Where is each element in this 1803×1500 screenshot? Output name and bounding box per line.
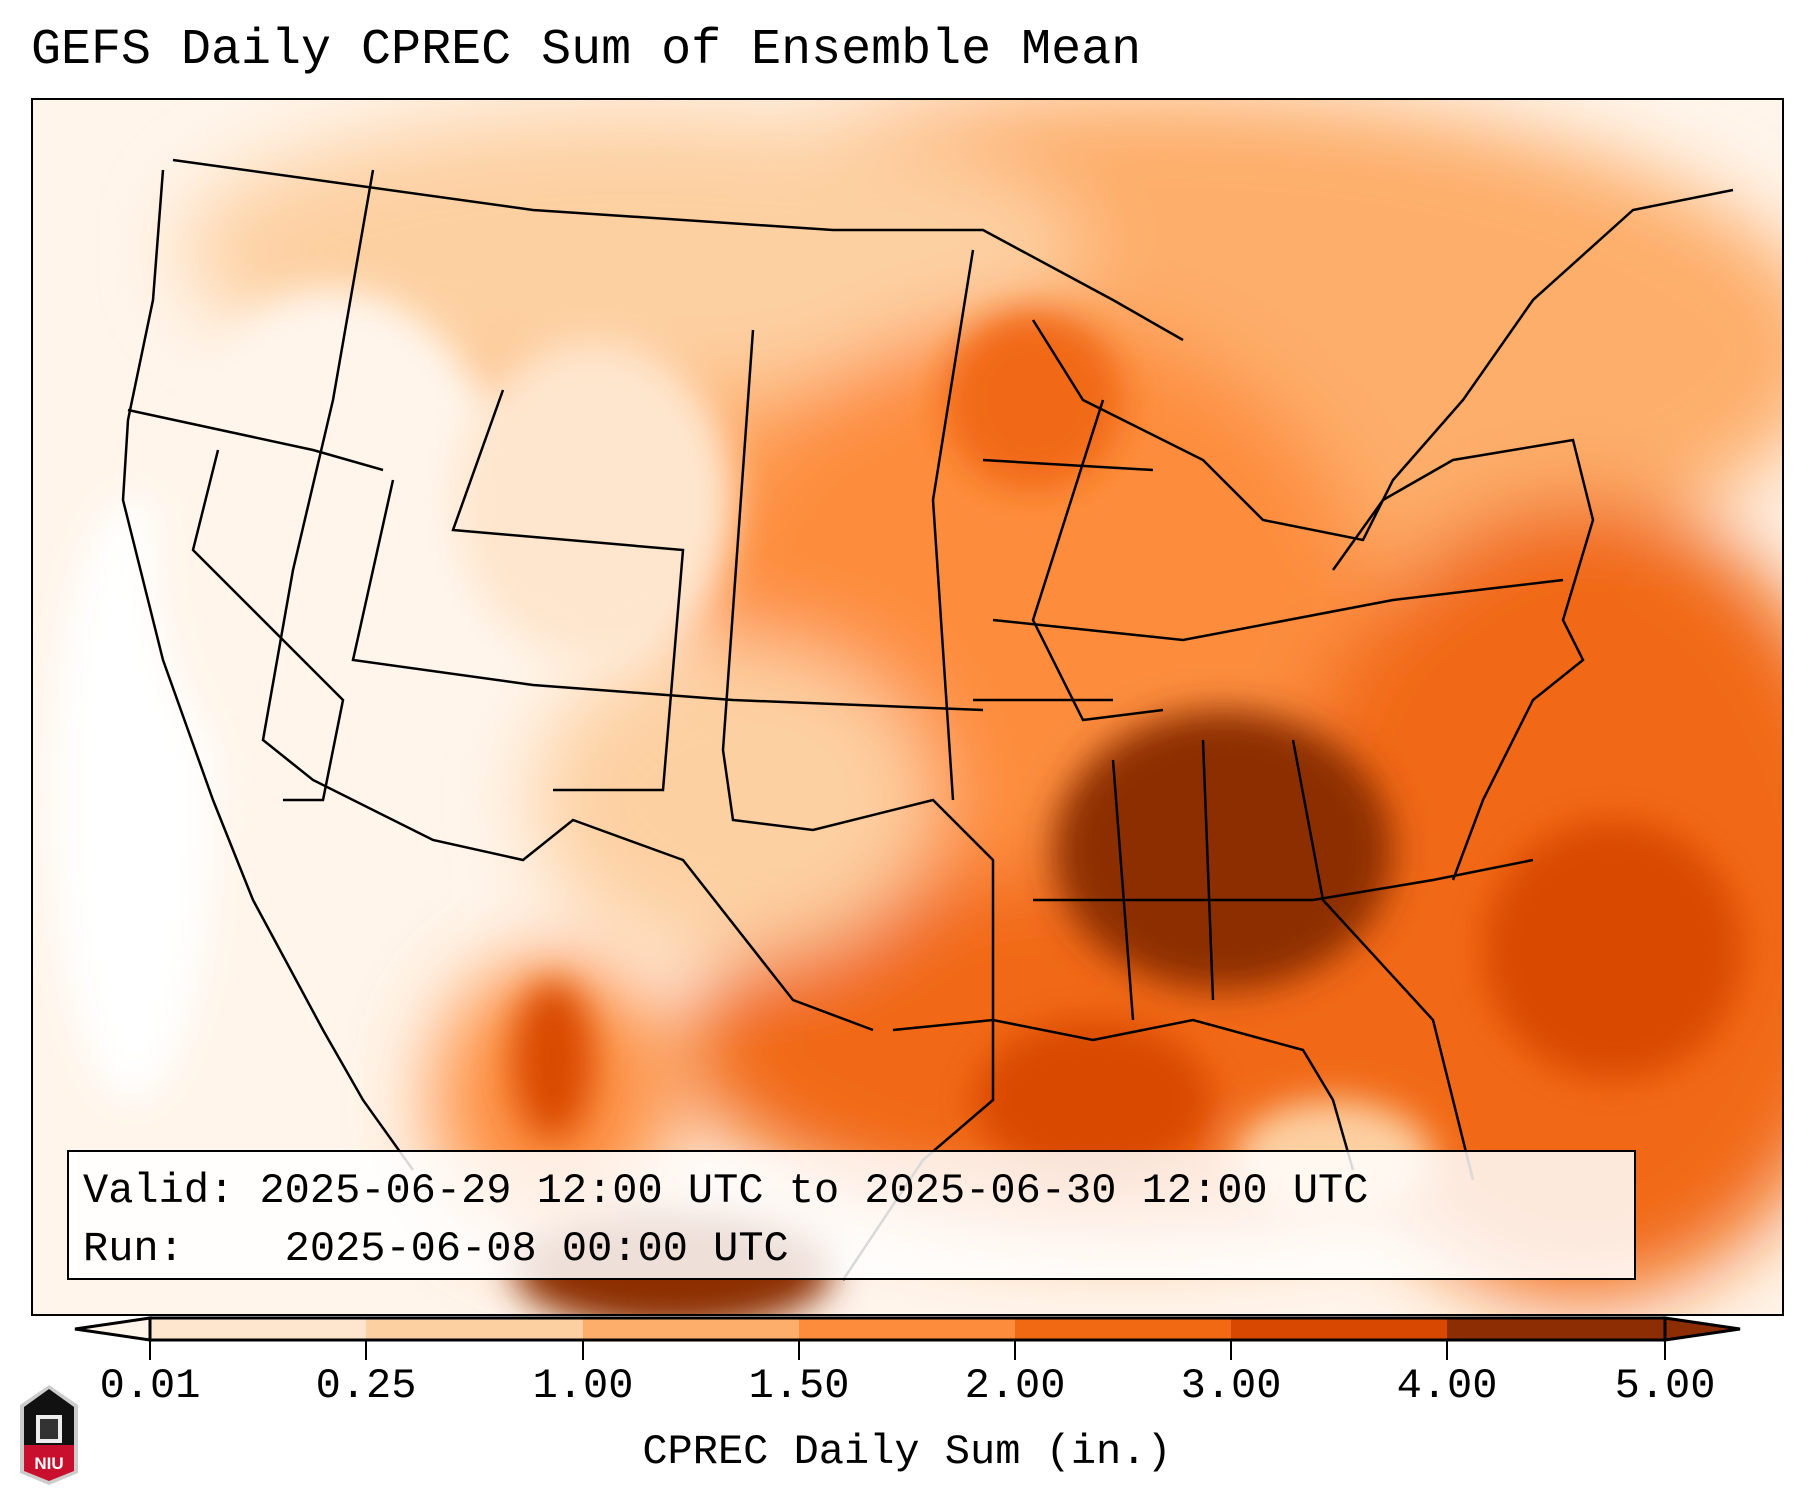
colorbar-extend-low <box>74 1316 152 1342</box>
precipitation-map <box>31 98 1784 1316</box>
map-title: GEFS Daily CPREC Sum of Ensemble Mean <box>31 22 1142 79</box>
valid-range: 2025-06-29 12:00 UTC to 2025-06-30 12:00… <box>259 1167 1369 1215</box>
colorbar-segment <box>1447 1318 1665 1340</box>
state-boundaries <box>121 158 1734 1281</box>
colorbar-tick-label: 0.01 <box>99 1362 201 1410</box>
info-box: Valid: 2025-06-29 12:00 UTC to 2025-06-3… <box>67 1150 1636 1280</box>
colorbar-tick-label: 1.50 <box>748 1362 850 1410</box>
colorbar-tick-label: 4.00 <box>1396 1362 1498 1410</box>
colorbar-segment <box>1231 1318 1447 1340</box>
colorbar-label: CPREC Daily Sum (in.) <box>642 1428 1172 1476</box>
colorbar-segment <box>583 1318 799 1340</box>
colorbar-segment <box>799 1318 1015 1340</box>
colorbar-segment <box>366 1318 583 1340</box>
colorbar-tick-label: 0.25 <box>315 1362 417 1410</box>
valid-label: Valid: <box>83 1167 235 1215</box>
niu-logo: NIU <box>20 1385 78 1485</box>
run-label: Run: <box>83 1225 184 1273</box>
run-time: 2025-06-08 00:00 UTC <box>284 1225 789 1273</box>
svg-text:NIU: NIU <box>34 1454 63 1473</box>
colorbar-tick-label: 3.00 <box>1180 1362 1282 1410</box>
colorbar-segment <box>1015 1318 1231 1340</box>
colorbar-segment <box>150 1318 366 1340</box>
colorbar-extend-high <box>1663 1316 1741 1342</box>
precip-field <box>53 100 1782 1314</box>
colorbar-outline <box>148 1316 1667 1342</box>
colorbar-tick-label: 1.00 <box>532 1362 634 1410</box>
colorbar <box>74 1316 1741 1360</box>
colorbar-tick-label: 2.00 <box>964 1362 1066 1410</box>
colorbar-tick-label: 5.00 <box>1614 1362 1716 1410</box>
